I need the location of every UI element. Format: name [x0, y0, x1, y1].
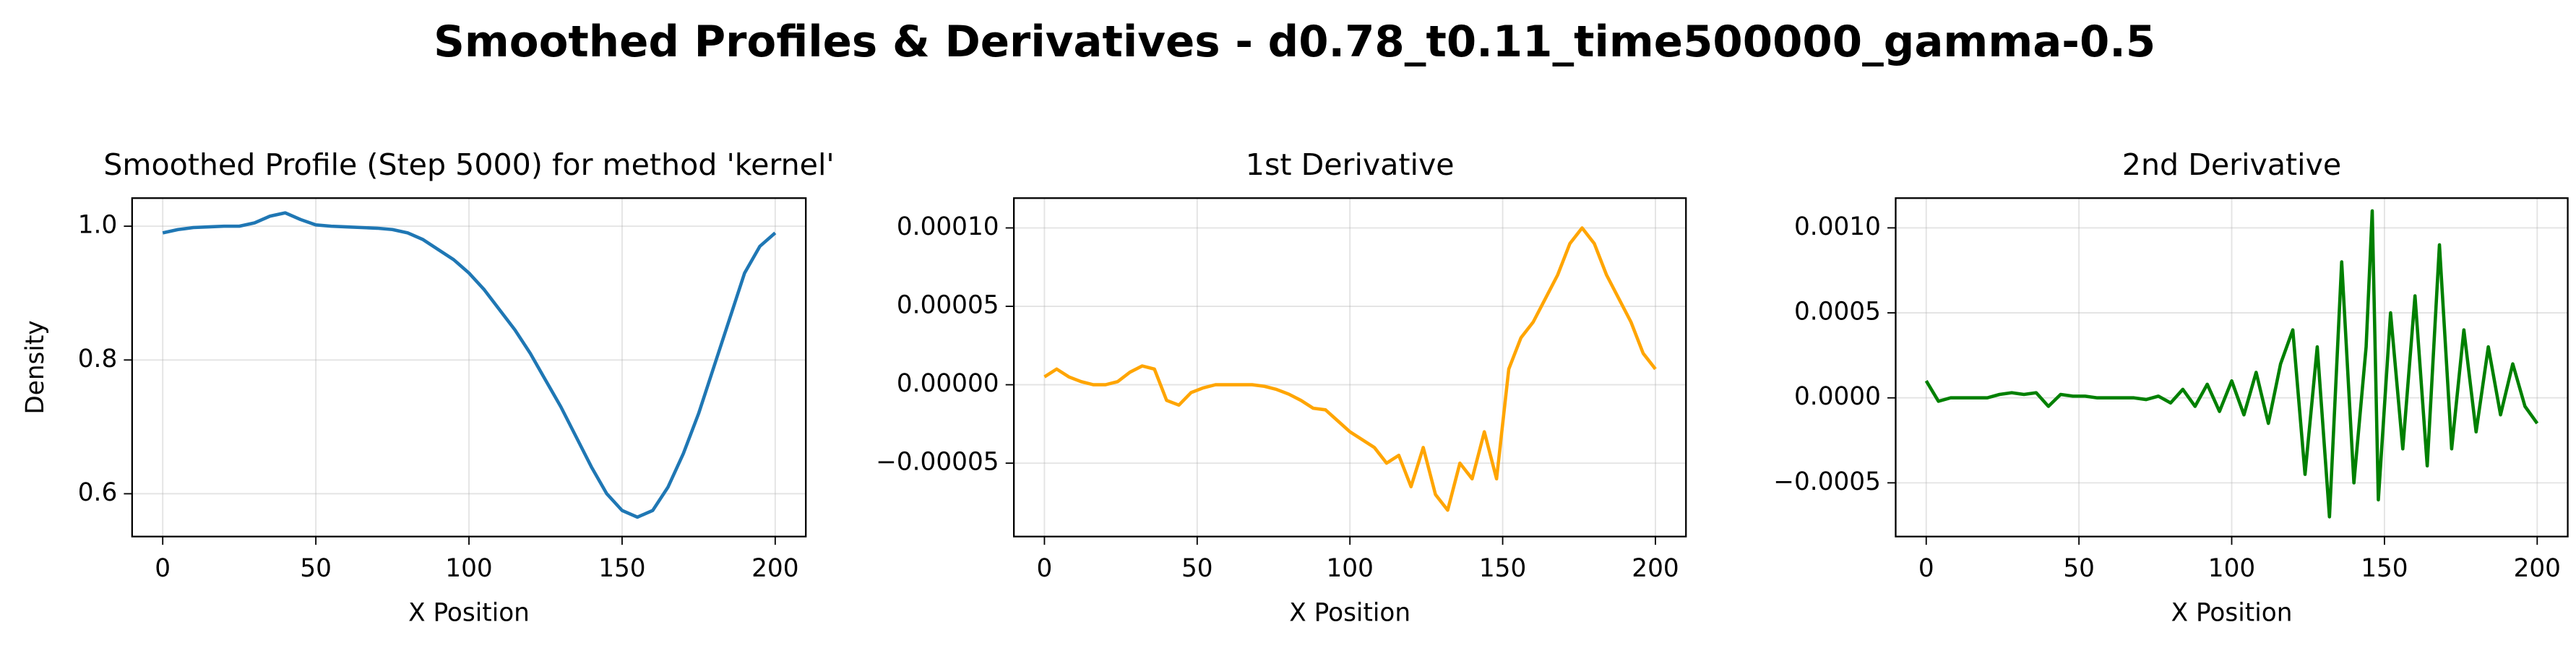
subplot-title: 1st Derivative [1246, 147, 1455, 182]
subplot-title: Smoothed Profile (Step 5000) for method … [103, 147, 834, 182]
y-tick-label: 0.0010 [1794, 212, 1881, 241]
x-tick-label: 50 [1181, 554, 1213, 583]
data-line [1924, 209, 2539, 519]
axes-frame [1895, 197, 2569, 537]
y-tick-label: −0.0005 [1773, 467, 1881, 496]
subplot: Smoothed Profile (Step 5000) for method … [21, 147, 835, 628]
y-axis-label: Density [21, 320, 50, 414]
y-tick-label: −0.00005 [876, 448, 999, 477]
data-line [1043, 226, 1657, 512]
x-tick-label: 150 [2361, 554, 2408, 583]
y-tick-label: 0.00005 [897, 291, 999, 320]
x-axis-label: X Position [408, 599, 530, 628]
x-tick-label: 200 [2514, 554, 2561, 583]
x-tick-label: 0 [1037, 554, 1053, 583]
x-tick-label: 100 [1326, 554, 1373, 583]
axes-frame [1013, 197, 1687, 537]
x-tick-label: 150 [598, 554, 645, 583]
x-tick-label: 50 [2063, 554, 2095, 583]
x-tick-label: 200 [751, 554, 798, 583]
y-tick-label: 0.00010 [897, 212, 999, 241]
x-tick-label: 150 [1479, 554, 1526, 583]
y-tick-label: 0.6 [78, 478, 118, 507]
subplot-title: 2nd Derivative [2122, 147, 2341, 182]
y-tick-label: 0.8 [78, 345, 118, 373]
y-tick-label: 0.0005 [1794, 298, 1881, 327]
data-line [162, 211, 777, 519]
y-tick-label: 0.00000 [897, 369, 999, 398]
y-tick-label: 1.0 [78, 211, 118, 240]
x-axis-label: X Position [2171, 599, 2293, 628]
figure-title: Smoothed Profiles & Derivatives - d0.78_… [434, 17, 2155, 67]
y-tick-label: 0.0000 [1794, 382, 1881, 411]
x-tick-label: 0 [155, 554, 171, 583]
x-tick-label: 100 [2208, 554, 2255, 583]
subplot: 2nd Derivative 0 50 100 150 200 −0.0005 0.0000 0… [1773, 147, 2569, 628]
x-tick-label: 50 [300, 554, 332, 583]
x-tick-label: 100 [445, 554, 492, 583]
subplot: 1st Derivative 0 50 100 150 200 −0.00005 0.0000… [876, 147, 1687, 628]
x-tick-label: 200 [1632, 554, 1679, 583]
x-axis-label: X Position [1289, 599, 1410, 628]
x-tick-label: 0 [1918, 554, 1934, 583]
axes-frame [131, 197, 807, 537]
